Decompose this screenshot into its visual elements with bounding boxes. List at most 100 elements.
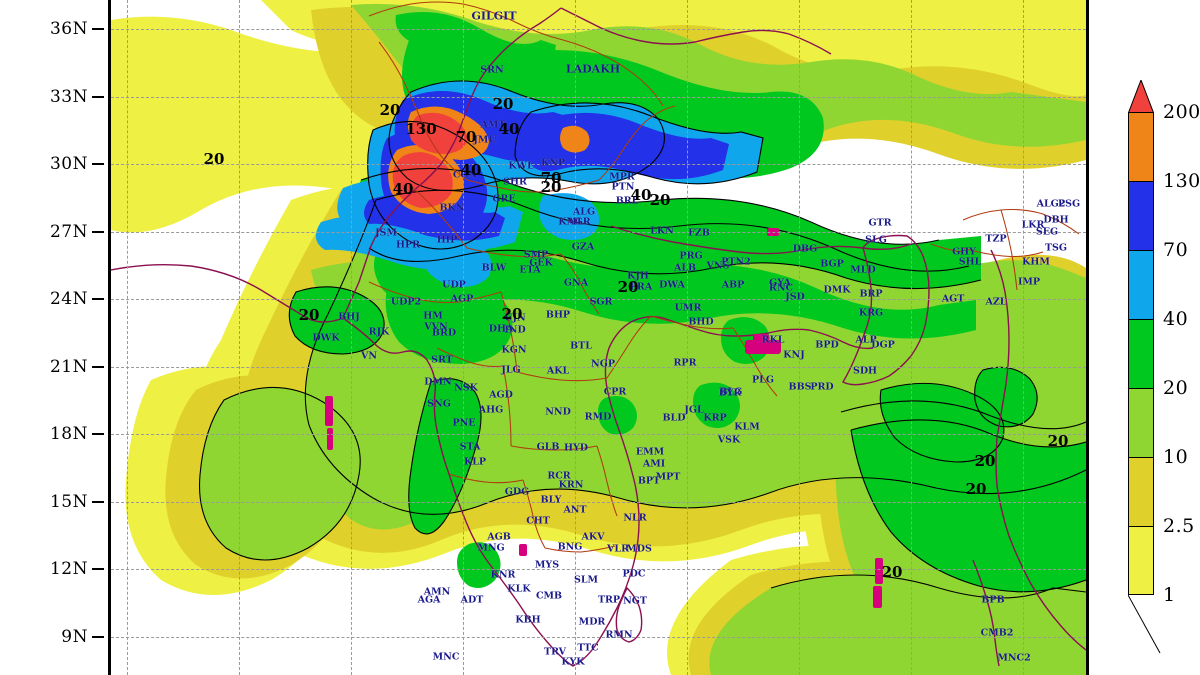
station-label: MYS [534, 559, 560, 571]
station-label: HPR [395, 239, 421, 251]
station-label: JSD [785, 291, 805, 303]
station-label: SDH [852, 365, 878, 377]
station-label: AZL [985, 296, 1007, 308]
state-boundaries [368, 1, 1080, 553]
y-tick-mark [92, 501, 104, 503]
station-label: KBH [515, 614, 541, 626]
station-label: JSM [375, 227, 397, 239]
station-label: IMP [1017, 276, 1041, 288]
station-label: HYD [564, 442, 588, 454]
colorbar-segment-200 [1128, 112, 1154, 181]
station-label: AGT [941, 293, 965, 305]
station-label: RJK [368, 326, 390, 338]
colorbar [1128, 112, 1154, 595]
station-label: AGB [487, 531, 511, 543]
station-label: FZB [688, 227, 710, 239]
station-label: SLM [573, 574, 599, 586]
station-label: BPB [981, 594, 1005, 606]
station-label: PNE [452, 417, 476, 429]
y-tick-label-33N: 33N [49, 87, 88, 107]
contour-value-label: 20 [881, 563, 903, 581]
station-label: MLD [850, 264, 876, 276]
station-label: GHY [952, 246, 976, 258]
contour-value-label: 20 [203, 150, 225, 168]
station-label: BRP [859, 288, 883, 300]
y-tick-mark [92, 28, 104, 30]
station-label: CPR [603, 386, 627, 398]
station-label: SLG [865, 234, 887, 246]
station-label: PSG [1057, 198, 1081, 210]
colorbar-tick-label: 200 [1163, 101, 1200, 123]
station-label: MPR [609, 171, 635, 183]
station-label: BYR [718, 387, 742, 399]
colorbar-tick-label: 20 [1163, 377, 1189, 399]
station-label: BPD [815, 339, 839, 351]
station-label: KRN [558, 479, 584, 491]
contour-value-label: 20 [298, 306, 320, 324]
y-tick-mark [92, 298, 104, 300]
station-label: MDS [626, 543, 652, 555]
station-label: DBG [792, 243, 818, 255]
station-label: NSK [454, 382, 478, 394]
station-label: TSG [1044, 242, 1068, 254]
y-tick-label-30N: 30N [49, 154, 88, 174]
station-label: MNC2 [997, 652, 1031, 664]
station-label: UDP [442, 279, 466, 291]
station-label: BTL [570, 340, 592, 352]
station-label: BLD [662, 412, 686, 424]
station-label: RMD [584, 411, 612, 423]
station-label: DMN [424, 376, 452, 388]
y-axis-line [108, 0, 111, 675]
station-label: TRV [544, 646, 566, 658]
station-label: SMP [523, 249, 549, 261]
station-label: ALG [572, 206, 596, 218]
station-label: LADAKH [565, 62, 621, 76]
y-axis: 36N 33N 30N 27N 24N 21N 18N 15N 12N 9N [0, 0, 110, 675]
station-label: KYK [561, 656, 585, 668]
plot-right-border [1086, 0, 1089, 675]
station-label: KML [558, 216, 584, 228]
station-label: UMR [674, 302, 702, 314]
contour-value-label: 20 [492, 95, 514, 113]
station-label: SRT [431, 354, 453, 366]
station-label: AKV [581, 531, 605, 543]
y-tick-label-15N: 15N [49, 492, 88, 512]
contour-value-label: 70 [540, 169, 562, 187]
station-label: CMB [535, 590, 563, 602]
station-label: SNG [427, 398, 451, 410]
country-boundaries [111, 7, 1086, 667]
station-label: HM [423, 310, 443, 322]
station-label: MDR [578, 616, 606, 628]
station-markers [325, 228, 883, 608]
station-label: SRN [480, 64, 504, 76]
station-label: VN [360, 350, 378, 362]
station-label: SEG [1035, 226, 1059, 238]
y-tick-label-24N: 24N [49, 289, 88, 309]
contour-value-label: 40 [392, 180, 414, 198]
station-label: NGP [591, 358, 615, 370]
station-label: GTR [868, 217, 892, 229]
station-label: DWK [312, 332, 340, 344]
station-label: RNC [768, 282, 794, 294]
station-label: GRE [492, 193, 516, 205]
contour-value-label: 20 [1047, 432, 1069, 450]
station-label: KRG [858, 307, 884, 319]
station-label: ADT [460, 594, 484, 606]
station-label: SHL [958, 256, 982, 268]
station-label: ETA [519, 264, 541, 276]
station-label: DWA [659, 279, 685, 291]
station-label: JLG [501, 364, 521, 376]
colorbar-segment-70 [1128, 250, 1154, 319]
station-label: PRD [810, 381, 834, 393]
station-label: BHD [688, 316, 714, 328]
y-tick-mark [92, 636, 104, 638]
station-label: CMB2 [980, 627, 1014, 639]
colorbar-tick-label: 40 [1163, 308, 1189, 330]
y-tick-mark [92, 568, 104, 570]
station-label: AGP [450, 293, 474, 305]
station-label: LKR [1021, 219, 1045, 231]
station-label: JGL [684, 404, 704, 416]
station-label: UDP2 [390, 296, 422, 308]
station-label: EMM [635, 446, 665, 458]
